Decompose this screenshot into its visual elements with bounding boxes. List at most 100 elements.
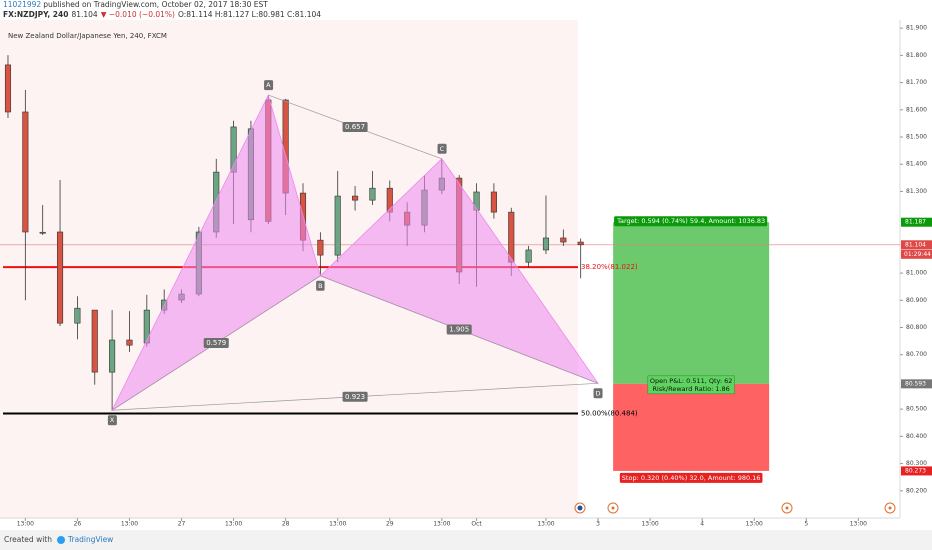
pattern-ratio: 0.657 [345,123,365,131]
event-icons [574,502,896,514]
y-tick-label: 80.300 [906,460,927,467]
candle-body [317,239,324,256]
y-tick-label: 81.300 [906,188,927,195]
event-icon[interactable] [574,502,586,514]
rr-label: Risk/Reward Ratio: 1.86 [652,385,729,393]
x-tick-label: 13:00 [850,521,867,528]
candle-body [352,195,359,201]
x-tick-label: 13:00 [121,521,138,528]
event-icon[interactable] [781,502,793,514]
stop-label-box [619,472,763,483]
event-icon[interactable] [884,502,896,514]
pattern-point-box [316,280,325,291]
stop-zone [613,383,770,471]
stop-label: Stop: 0.320 (0.40%) 32.0, Amount: 980.16 [622,474,761,482]
candle-body [109,339,116,373]
candle-body [577,241,584,246]
event-icon-dot [577,505,583,511]
x-tick-label: 5 [804,521,808,528]
x-tick-label: 4 [700,521,704,528]
published: published on TradingView.com, October 02… [43,0,268,9]
x-tick-label: 13:00 [225,521,242,528]
pattern-ratio-box [342,121,368,132]
countdown: 01:29:44 [904,251,931,258]
x-tick-label: 26 [74,521,82,528]
candle-body [74,307,81,324]
pattern-ratio: 0.923 [345,393,365,401]
symbol: FX:NZDJPY, 240 [3,10,69,19]
y-tick-label: 81.500 [906,134,927,141]
x-tick-label: Oct [471,521,482,528]
target-zone [613,222,770,384]
pattern-ratio-box [446,324,472,335]
event-icon-dot [785,506,789,510]
x-tick-label: 13:00 [641,521,658,528]
x-tick-label: 13:00 [329,521,346,528]
last-price: 81.104 [71,10,98,19]
candle-body [22,111,29,233]
pattern-point: X [110,416,115,424]
y-tick-label: 80.200 [906,487,927,494]
footer-created: Created with [4,535,52,544]
x-tick-label: 13:00 [433,521,450,528]
candle-body [490,191,497,213]
pattern-point: A [266,81,271,89]
x-tick-label: 3 [596,521,600,528]
y-tick-label: 81.700 [906,79,927,86]
fib-label: 38.20%(81.022) [581,263,638,271]
pattern-point-box [593,388,603,399]
candle-body [508,211,515,263]
event-icon-dot [888,506,892,510]
event-icon[interactable] [607,502,619,514]
y-tick-label: 80.500 [906,406,927,413]
pattern-point: C [440,145,445,153]
pattern-point-box [107,415,117,426]
user[interactable]: 11021992 [3,0,42,9]
candle-body [369,187,376,201]
candle-body [525,249,532,263]
y-tick-label: 81.000 [906,270,927,277]
fib-label: 50.00%(80.484) [581,410,638,418]
y-tick-label: 81.600 [906,106,927,113]
last-price-tag: 81.104 [905,241,926,248]
candle-body [560,237,567,243]
pattern-ratio: 1.905 [449,326,469,334]
y-tick-label: 80.800 [906,324,927,331]
target-label: Target: 0.594 (0.74%) 59.4, Amount: 1036… [616,217,765,225]
brand-logo [57,536,65,544]
chart-title: New Zealand Dollar/Japanese Yen, 240, FX… [8,32,167,40]
symbol-line: FX:NZDJPY, 240 81.104 ▼ −0.010 (−0.01%) O:8… [3,10,324,20]
pattern-point: D [596,389,601,397]
countdown-box [901,249,932,259]
candle-body [39,231,46,234]
candle-body [542,237,550,251]
change: ▼ −0.010 (−0.01%) [100,10,175,19]
header: 11021992 published on TradingView.com, Oc… [3,0,324,20]
footer-brand: TradingView [67,535,113,544]
x-tick-label: 29 [386,521,394,528]
pattern-ratio-box [342,391,368,402]
y-tick-label: 81.800 [906,52,927,59]
target-tag: 81.187 [905,219,926,226]
entry-tag-box [901,379,932,389]
target-label-box [614,216,768,227]
x-tick-label: 13:00 [537,521,554,528]
footer-bar [0,530,932,550]
pattern-point-box [437,143,447,154]
y-tick-label: 80.900 [906,297,927,304]
stop-tag-box [901,466,932,476]
stop-tag: 80.273 [905,467,926,474]
pnl-box [647,375,735,395]
x-tick-label: 27 [178,521,186,528]
pattern-point: B [318,282,322,290]
event-icon-dot [611,506,615,510]
publish-line: 11021992 published on TradingView.com, Oc… [3,0,324,10]
last-price-tag-box [901,240,932,250]
x-tick-label: 28 [282,521,290,528]
x-tick-label: 13:00 [17,521,34,528]
pattern-point-box [264,80,274,91]
y-tick-label: 81.400 [906,161,927,168]
pnl-label: Open P&L: 0.511, Qty: 62 [650,377,733,385]
ohlc: O:81.114 H:81.127 L:80.981 C:81.104 [177,10,322,19]
candle-body [4,64,12,113]
